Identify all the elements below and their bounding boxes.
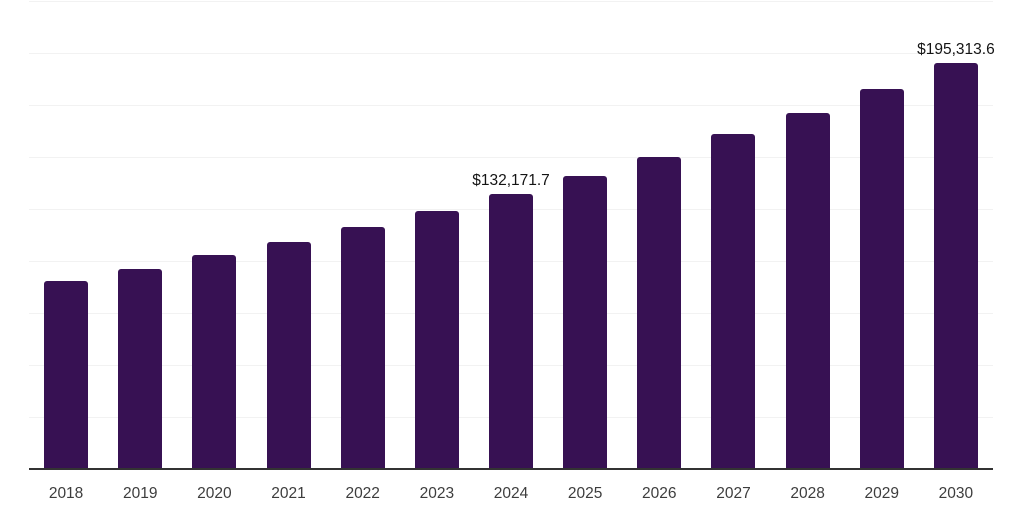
x-tick-label-2030: 2030: [938, 485, 974, 502]
x-tick-label-2025: 2025: [567, 485, 603, 502]
x-tick-label-2027: 2027: [716, 485, 751, 502]
x-tick-label-2020: 2020: [197, 485, 232, 502]
x-tick-label-2019: 2019: [122, 485, 158, 502]
bar-2018[interactable]: [44, 280, 89, 469]
x-tick-label-2028: 2028: [790, 485, 825, 502]
bar-2021[interactable]: [266, 241, 311, 469]
bar-2025[interactable]: [563, 175, 608, 469]
bar-2027[interactable]: [711, 133, 756, 469]
x-tick-label-2029: 2029: [864, 485, 900, 502]
x-tick-label-2018: 2018: [48, 485, 84, 502]
value-label-2024: $132,171.7: [472, 172, 550, 190]
gridline: [29, 53, 993, 54]
bar-2020[interactable]: [192, 254, 237, 469]
gridline: [29, 157, 993, 158]
bar-2022[interactable]: [340, 226, 385, 469]
bar-2024[interactable]: [489, 194, 533, 469]
bar-2023[interactable]: [414, 210, 459, 469]
value-label-2030: $195,313.6: [917, 40, 995, 58]
x-tick-label-2024: 2024: [493, 485, 529, 502]
gridline: [29, 105, 993, 106]
bar-2029[interactable]: [859, 88, 904, 469]
x-axis-line: [29, 468, 993, 470]
x-tick-label-2026: 2026: [642, 485, 677, 502]
bar-2019[interactable]: [118, 268, 163, 469]
x-tick-label-2022: 2022: [345, 485, 380, 502]
gridline: [29, 1, 993, 2]
x-tick-label-2021: 2021: [271, 485, 306, 502]
bar-2026[interactable]: [637, 157, 682, 469]
bar-2028[interactable]: [785, 112, 830, 469]
x-tick-label-2023: 2023: [419, 485, 455, 502]
bar-2030[interactable]: [933, 62, 978, 469]
